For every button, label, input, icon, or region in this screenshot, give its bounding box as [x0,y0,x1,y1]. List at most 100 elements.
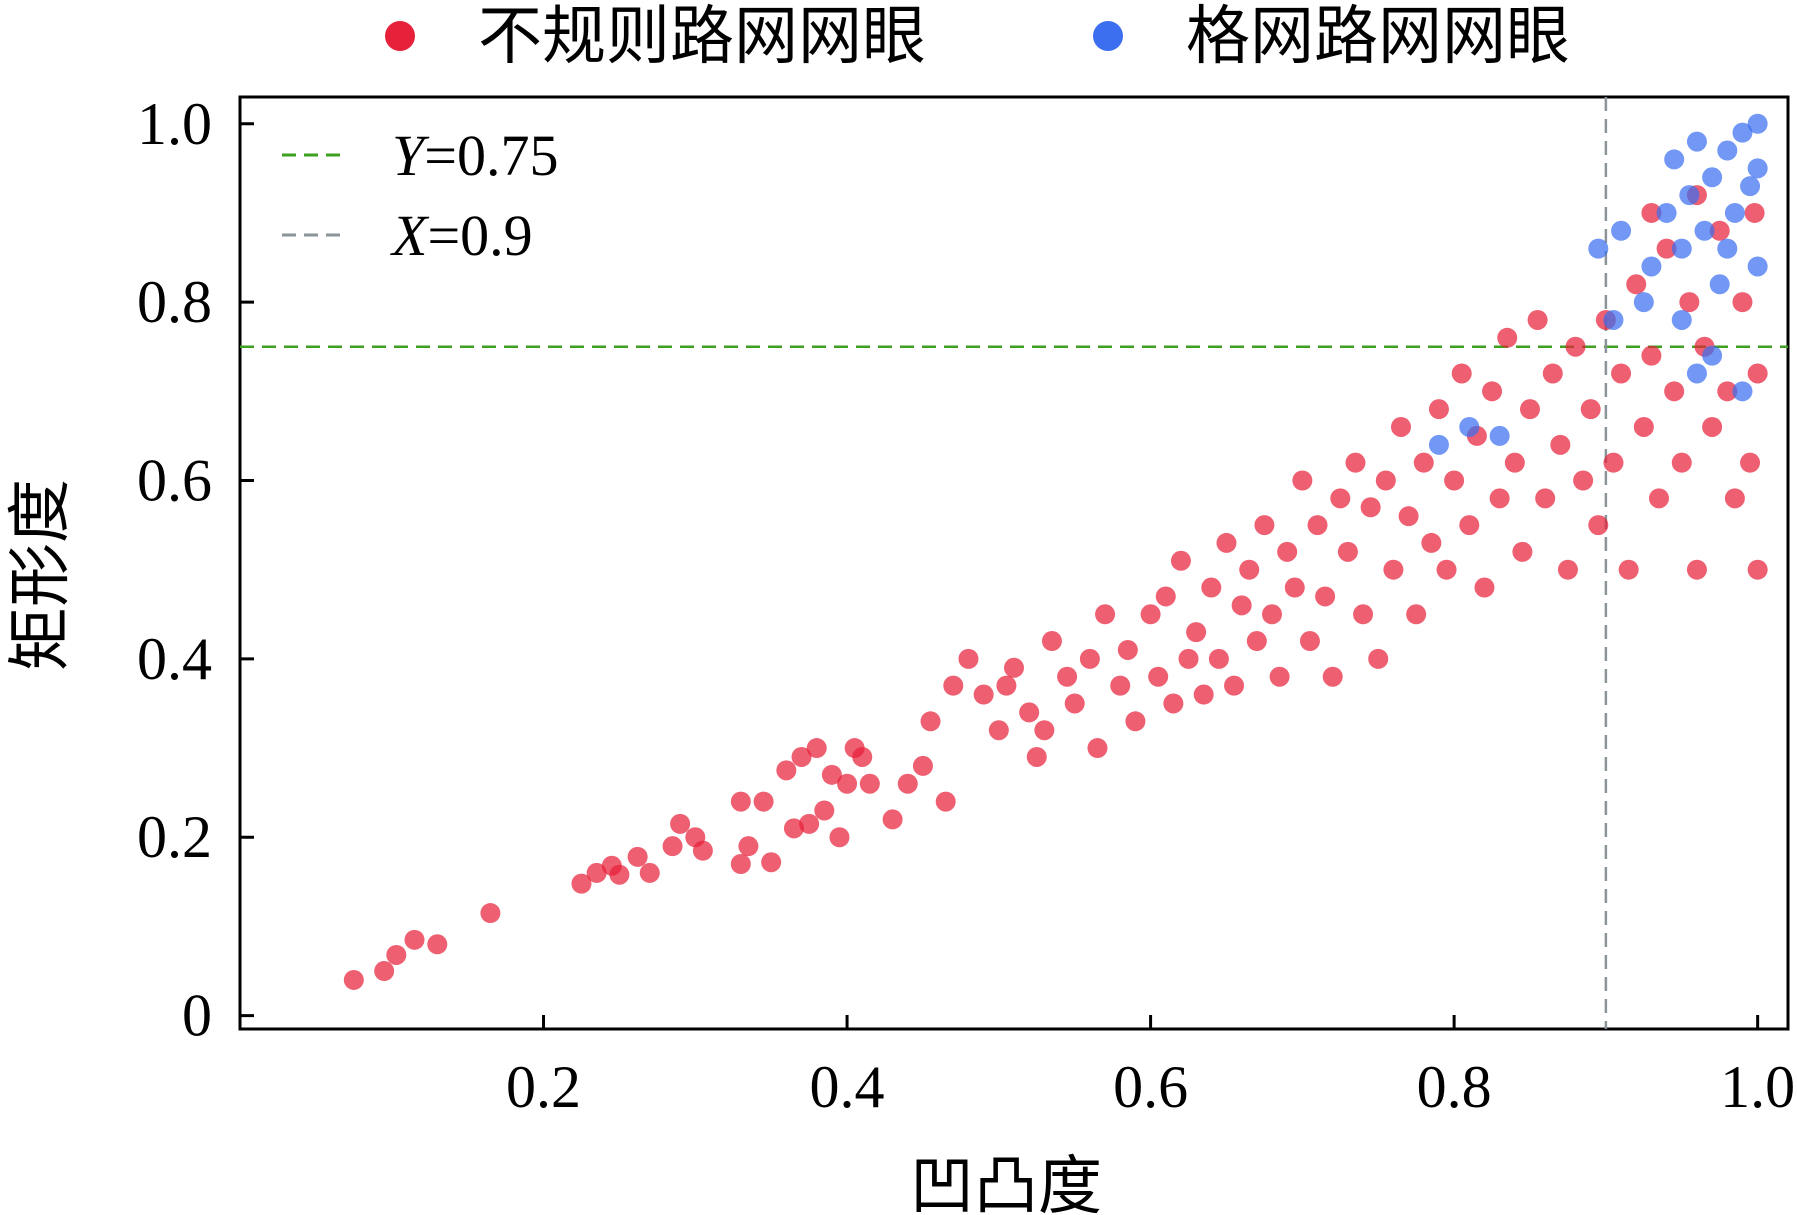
grid-mesh-point [1694,220,1715,241]
irregular-mesh-point [1019,702,1040,723]
grid-mesh-point [1732,122,1753,143]
irregular-mesh-point [1724,488,1745,509]
grid-mesh-point [1679,185,1700,206]
grid-mesh-point [1459,416,1480,437]
irregular-mesh-point [1216,532,1237,553]
irregular-mesh-point [1391,416,1411,437]
ref-legend-variable: Y [392,123,430,188]
irregular-mesh-point [1428,399,1449,420]
irregular-mesh-point [343,969,364,990]
irregular-mesh-point [374,961,395,982]
irregular-mesh-point [1079,648,1100,669]
irregular-mesh-point [730,854,751,875]
irregular-mesh-point [943,675,964,696]
irregular-mesh-point [1315,586,1336,607]
irregular-mesh-point [571,873,592,894]
irregular-mesh-point [1284,577,1305,598]
ref-legend-value: =0.75 [424,123,558,188]
y-tick-label: 1.0 [137,91,212,157]
grid-mesh-point [1709,274,1730,295]
ref-legend-label: X=0.9 [390,203,533,268]
irregular-mesh-point [1375,470,1396,491]
irregular-mesh-point [1307,515,1328,536]
irregular-mesh-point [1527,309,1548,330]
irregular-mesh-point [1026,746,1047,767]
irregular-mesh-point [1633,416,1654,437]
irregular-mesh-point [920,711,941,732]
irregular-mesh-point [1254,515,1275,536]
irregular-mesh-point [1057,666,1078,687]
irregular-mesh-point [1717,381,1738,402]
y-axis-title: 矩形度 [4,479,78,671]
irregular-mesh-point [386,944,407,965]
legend: 不规则路网网眼 格网路网网眼 [385,0,1570,74]
y-tick-label: 0.4 [137,626,212,692]
irregular-mesh-point [806,738,827,759]
irregular-mesh-point [1740,452,1761,473]
grid-mesh-point [1671,238,1692,259]
plot-frame [238,95,1790,1031]
irregular-mesh-point [1087,738,1108,759]
irregular-mesh-point [1155,586,1176,607]
irregular-mesh-point [783,818,804,839]
irregular-mesh-point [1512,541,1533,562]
irregular-mesh-point [627,846,648,867]
irregular-mesh-point [1641,202,1662,223]
irregular-mesh-point [753,791,774,812]
irregular-mesh-point [1489,488,1510,509]
irregular-mesh-point [1550,434,1571,455]
grid-mesh-point [1702,167,1723,188]
irregular-mesh-point [670,813,691,834]
irregular-mesh-point [1588,515,1609,536]
irregular-mesh-point [730,791,751,812]
irregular-mesh-point [1671,452,1692,473]
irregular-mesh-point [1504,452,1525,473]
grid-mesh-point [1747,256,1768,277]
irregular-mesh-point [1383,559,1404,580]
irregular-mesh-point [1186,622,1207,643]
irregular-mesh-point [1618,559,1639,580]
y-tick-label: 0.2 [137,804,212,870]
y-tick-label: 0.6 [137,448,212,514]
grid-mesh-point [1702,345,1723,366]
grid-mesh-point [1717,140,1738,161]
irregular-mesh-point [1732,292,1753,313]
irregular-mesh-point [1573,470,1594,491]
grid-mesh-point [1588,238,1609,259]
x-axis-ticks: 0.2 0.4 0.6 0.8 1.0 [506,1015,1795,1120]
irregular-mesh-point [814,800,835,821]
irregular-mesh-point [1004,657,1024,678]
grid-mesh-point [1686,131,1707,152]
irregular-mesh-point [1178,648,1199,669]
x-tick-label: 0.4 [810,1054,885,1120]
irregular-mesh-point [1747,363,1768,384]
irregular-mesh-point [1299,631,1320,652]
irregular-mesh-point [639,862,660,883]
irregular-mesh-point [852,746,873,767]
irregular-mesh-point [1368,648,1389,669]
irregular-mesh-point [1140,604,1161,625]
irregular-mesh-point [480,903,501,924]
irregular-mesh-point [404,929,425,950]
irregular-mesh-point [1542,363,1563,384]
irregular-mesh-point [1702,416,1723,437]
irregular-mesh-point [1239,559,1260,580]
irregular-mesh-point [1110,675,1131,696]
irregular-mesh-point [1345,452,1366,473]
grid-mesh-point [1747,158,1768,179]
irregular-mesh-point [1413,452,1434,473]
irregular-mesh-point [1436,559,1457,580]
grid-mesh-point [1603,309,1624,330]
ref-legend-label: Y=0.75 [392,123,558,188]
irregular-mesh-point [1322,666,1343,687]
irregular-mesh-point [1686,559,1707,580]
y-tick-label: 0 [182,983,212,1049]
irregular-mesh-point [996,675,1017,696]
grid-mesh-point [1656,202,1677,223]
grid-mesh-point [1641,256,1662,277]
irregular-mesh-point [1246,631,1267,652]
irregular-mesh-point [1451,363,1472,384]
irregular-mesh-point [1337,541,1358,562]
irregular-mesh-point [1117,639,1138,660]
